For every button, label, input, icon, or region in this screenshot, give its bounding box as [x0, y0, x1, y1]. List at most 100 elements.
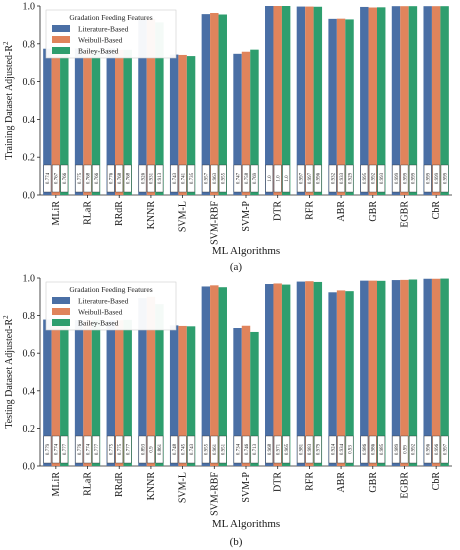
data-label: 0.997: [308, 172, 313, 184]
bar-EGBR-0: [391, 280, 401, 466]
data-label: 0.743: [173, 172, 178, 184]
data-label-box: [155, 164, 164, 193]
data-label: 0.768: [126, 172, 131, 184]
bar-SVM-P-2: [250, 331, 259, 466]
y-axis-label: Training Dataset Adjusted-R2: [2, 41, 15, 160]
bar-MLiR-2: [60, 319, 69, 466]
y-tick-label: 0.2: [23, 424, 36, 435]
data-label: 0.931: [150, 172, 155, 184]
data-label-box: [170, 164, 178, 193]
data-label-box: [250, 435, 259, 464]
bar-DTR-0: [265, 6, 274, 195]
bar-DTR-1: [273, 6, 282, 195]
data-label: 0.775: [110, 443, 115, 455]
data-label-box: [345, 164, 354, 193]
data-label-box: [265, 435, 274, 464]
bar-GBR-2: [376, 7, 386, 196]
data-label-box: [282, 164, 290, 193]
data-label: 0.776: [110, 172, 115, 184]
legend-entry: Bailey-Based: [78, 319, 119, 328]
data-label: 0.933: [340, 172, 345, 184]
bar-KNNR-1: [146, 296, 156, 466]
data-label: 0.955: [205, 443, 210, 455]
legend-swatch: [52, 36, 70, 43]
data-label-box: [178, 435, 187, 464]
data-label: 0.996: [317, 172, 322, 184]
data-label: 0.979: [317, 443, 322, 455]
y-tick-label: 0.8: [23, 311, 36, 322]
legend-swatch: [52, 308, 70, 315]
data-label-box: [60, 164, 69, 193]
data-label-box: [187, 164, 195, 193]
chart-panel-2: 0.00.20.40.60.81.00.779 0.774 0.777MLiR0.7…: [2, 274, 452, 548]
data-label-box: [337, 435, 345, 464]
data-label-box: [138, 164, 147, 193]
y-tick-label: 1.0: [23, 2, 36, 13]
bar-SVM-P-1: [241, 51, 251, 195]
data-label: 0.861: [158, 443, 163, 455]
data-label: 0.924: [331, 443, 336, 455]
bar-ABR-2: [345, 19, 354, 195]
bar-SVM-L-2: [186, 326, 196, 466]
y-tick-label: 0.2: [23, 153, 36, 164]
data-label-box: [400, 164, 409, 193]
data-label: 0.767: [55, 172, 60, 184]
data-label: 0.766: [95, 172, 100, 184]
data-label: 0.913: [158, 172, 163, 184]
data-label: 0.999: [403, 172, 408, 184]
data-label-box: [60, 435, 69, 464]
data-label: 0.992: [412, 443, 417, 455]
x-tick-label: EGBR: [399, 201, 410, 228]
data-label: 0.735: [190, 172, 195, 184]
data-label-box: [115, 164, 124, 193]
data-label: 0.999: [443, 172, 448, 184]
bar-KNNR-2: [155, 304, 164, 466]
data-label-box: [360, 164, 369, 193]
data-label-box: [337, 164, 345, 193]
data-label: 0.741: [181, 172, 186, 184]
data-label: 0.989: [395, 443, 400, 455]
bar-SVM-RBF-2: [218, 287, 227, 466]
data-label: 0.951: [222, 443, 227, 455]
bar-GBR-2: [376, 280, 386, 466]
data-label: 0.999: [395, 172, 400, 184]
data-label-box: [242, 164, 250, 193]
data-label-box: [328, 435, 337, 464]
x-tick-label: SVM-RBF: [209, 472, 220, 516]
legend-swatch: [52, 47, 70, 54]
legend-swatch: [52, 297, 70, 304]
data-label: 0.734: [236, 443, 241, 455]
data-label-box: [297, 164, 305, 193]
bar-SVM-L-2: [186, 56, 196, 196]
chart-panel-1: 0.00.20.40.60.81.00.774 0.767 0.766MLiR0.7…: [2, 2, 452, 273]
data-label: 0.999: [412, 172, 417, 184]
bar-CbR-1: [431, 6, 441, 196]
x-tick-label: EGBR: [399, 472, 410, 499]
data-label: 0.968: [268, 443, 273, 455]
data-label: 0.961: [213, 443, 218, 455]
bar-MLiR-1: [51, 50, 61, 195]
data-label: 0.999: [435, 172, 440, 184]
bar-CbR-2: [440, 6, 449, 196]
bar-DTR-1: [273, 283, 282, 466]
data-label-box: [106, 164, 115, 193]
legend-swatch: [52, 25, 70, 32]
data-label: 0.713: [253, 443, 258, 455]
data-label: 0.777: [126, 443, 131, 455]
data-label-box: [202, 164, 210, 193]
legend-entry: Literature-Based: [78, 297, 129, 306]
bar-RLaR-0: [74, 320, 84, 466]
legend-swatch: [52, 319, 70, 326]
data-label-box: [432, 435, 440, 464]
x-tick-label: KNNR: [146, 472, 157, 501]
bar-CbR-0: [423, 6, 432, 196]
bar-SVM-RBF-1: [210, 285, 219, 466]
data-label-box: [423, 164, 432, 193]
data-label: 0.955: [222, 172, 227, 184]
data-label-box: [314, 435, 322, 464]
x-tick-label: CbR: [431, 201, 442, 220]
data-label-box: [210, 435, 219, 464]
data-label: 0.774: [46, 172, 51, 184]
data-label: 0.993: [380, 172, 385, 184]
data-label: 0.992: [372, 172, 377, 184]
